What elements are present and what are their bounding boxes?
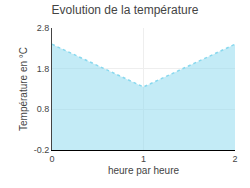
svg-text:0: 0 [49, 154, 54, 164]
svg-text:2.8: 2.8 [37, 23, 50, 33]
svg-text:1.8: 1.8 [37, 64, 50, 74]
svg-text:1: 1 [141, 154, 146, 164]
svg-text:heure par heure: heure par heure [108, 165, 180, 176]
svg-text:Evolution de la température: Evolution de la température [52, 3, 199, 17]
svg-text:-0.2: -0.2 [34, 145, 50, 155]
svg-text:2: 2 [232, 154, 237, 164]
svg-text:Température en °C: Température en °C [18, 47, 29, 131]
svg-text:0.8: 0.8 [37, 104, 50, 114]
